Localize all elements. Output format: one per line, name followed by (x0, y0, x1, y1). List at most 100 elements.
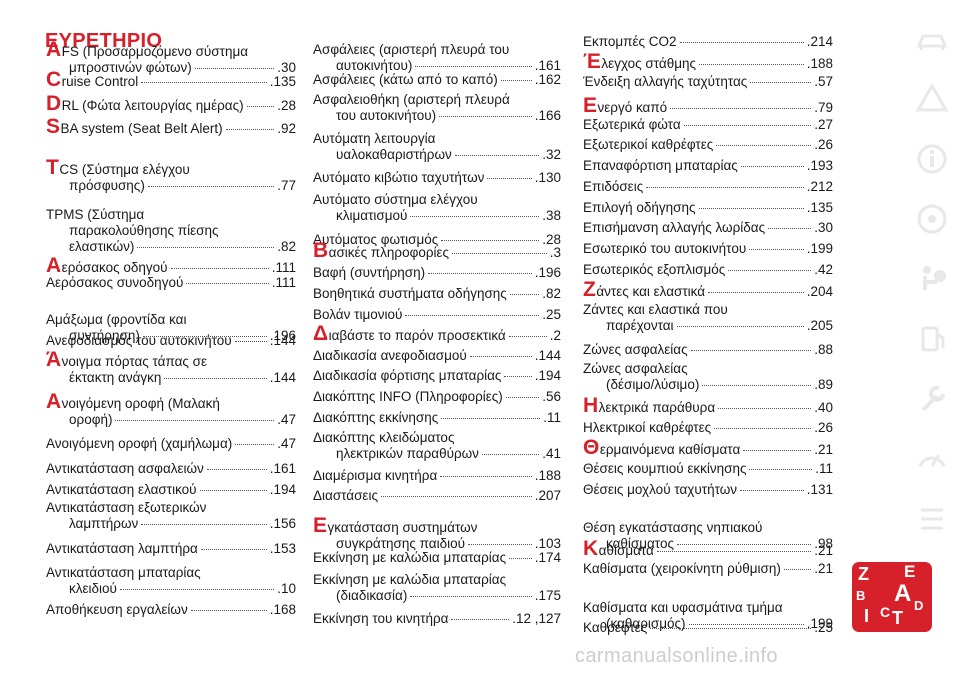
index-entry[interactable]: Αυτόματο κιβώτιο ταχυτήτων .130 (313, 170, 561, 186)
index-entry[interactable]: Ανεφοδιασμός του αυτοκινήτου .144 (46, 333, 296, 349)
page-number[interactable]: .204 (806, 284, 833, 299)
info-icon[interactable] (913, 140, 951, 178)
page-number[interactable]: .161 (534, 58, 561, 73)
page-number[interactable]: .38 (542, 208, 561, 223)
page-number[interactable]: .111 (271, 260, 296, 275)
index-entry[interactable]: Αντικατάσταση ελαστικού .194 (46, 482, 296, 498)
page-number[interactable]: .135 (269, 74, 296, 89)
page-number[interactable]: .161 (269, 461, 296, 476)
index-entry[interactable]: Θέσεις μοχλού ταχυτήτων .131 (583, 482, 833, 498)
page-number[interactable]: .57 (814, 74, 833, 89)
page-number[interactable]: .32 (542, 147, 561, 162)
index-entry[interactable]: Ζώνες ασφαλείας (δέσιμο/λύσιμο) .89 (583, 361, 833, 393)
page-number[interactable]: .26 (814, 137, 833, 152)
index-entry[interactable]: Διαστάσεις .207 (313, 488, 561, 504)
index-entry[interactable]: Διακόπτης κλειδώματος ηλεκτρικών παραθύρω… (313, 430, 561, 462)
page-number[interactable]: .41 (542, 446, 561, 461)
index-entry[interactable]: Α FS (Προσαρμοζόμενο σύστημα μπροστινών φώ… (46, 39, 296, 76)
spec-icon[interactable] (913, 500, 951, 538)
page-number[interactable]: .25 (814, 620, 833, 635)
index-entry[interactable]: Επιλογή οδήγησης .135 (583, 200, 833, 216)
page-number[interactable]: .175 (534, 588, 561, 603)
steering-wheel-icon[interactable] (913, 200, 951, 238)
page-number[interactable]: .196 (269, 328, 296, 343)
index-entry[interactable]: Ασφαλειοθήκη (αριστερή πλευρά του αυτοκιν… (313, 92, 561, 124)
page-number[interactable]: .12 ,127 (512, 611, 561, 626)
index-entry[interactable]: Εκκίνηση με καλώδια μπαταρίας (διαδικασία… (313, 572, 561, 604)
page-number[interactable]: .156 (269, 516, 296, 531)
index-entry[interactable]: Εκκίνηση του κινητήρα .12 ,127 (313, 611, 561, 627)
index-entry[interactable]: Ανοιγόμενη οροφή (χαμήλωμα) .47 (46, 436, 296, 452)
index-entry[interactable]: Αυτόματη λειτουργία υαλοκαθαριστήρων .32 (313, 131, 561, 163)
index-entry[interactable]: Επισήμανση αλλαγής λωρίδας .30 (583, 220, 833, 236)
page-number[interactable]: .88 (814, 342, 833, 357)
page-number[interactable]: .82 (277, 239, 296, 254)
index-entry[interactable]: Επιδόσεις .212 (583, 179, 833, 195)
page-number[interactable]: .166 (534, 108, 561, 123)
page-number[interactable]: .196 (534, 265, 561, 280)
page-number[interactable]: .111 (271, 275, 296, 290)
page-number[interactable]: .47 (277, 412, 296, 427)
page-number[interactable]: .47 (277, 436, 296, 451)
index-entry[interactable]: Αυτόματος φωτισμός .28 (313, 232, 561, 248)
page-number[interactable]: .30 (277, 60, 296, 75)
page-number[interactable]: .3 (549, 245, 561, 260)
index-entry[interactable]: Διαδικασία ανεφοδιασμού .144 (313, 348, 561, 364)
airbag-icon[interactable] (913, 260, 951, 298)
page-number[interactable]: .144 (269, 333, 296, 348)
index-entry[interactable]: Ζάντες και ελαστικά που παρέχονται .205 (583, 302, 833, 334)
index-entry[interactable]: Θέση εγκατάστασης νηπιακού καθίσματος .98 (583, 520, 833, 552)
index-entry[interactable]: Διαμέρισμα κινητήρα .188 (313, 468, 561, 484)
index-entry[interactable]: Βοηθητικά συστήματα οδήγησης .82 (313, 286, 561, 302)
index-entry[interactable]: Βολάν τιμονιού .25 (313, 307, 561, 323)
page-number[interactable]: .174 (534, 550, 561, 565)
wrench-icon[interactable] (913, 380, 951, 418)
index-entry[interactable]: T CS (Σύστημα ελέγχου πρόσφυσης) .77 (46, 157, 296, 194)
page-number[interactable]: .194 (534, 368, 561, 383)
index-entry[interactable]: Διαδικασία φόρτισης μπαταρίας .194 (313, 368, 561, 384)
page-number[interactable]: .26 (814, 420, 833, 435)
page-number[interactable]: .153 (269, 541, 296, 556)
page-number[interactable]: .194 (269, 482, 296, 497)
index-entry[interactable]: S BA system (Seat Belt Alert) .92 (46, 116, 296, 137)
index-entry[interactable]: Αντικατάσταση ασφαλειών .161 (46, 461, 296, 477)
page-number[interactable]: .21 (814, 543, 833, 558)
index-entry[interactable]: Διακόπτης INFO (Πληροφορίες) .56 (313, 389, 561, 405)
page-number[interactable]: .77 (277, 178, 296, 193)
page-number[interactable]: .135 (806, 200, 833, 215)
index-entry[interactable]: Αμάξωμα (φροντίδα και συντήρηση) .196 (46, 312, 296, 344)
page-number[interactable]: .28 (277, 98, 296, 113)
page-number[interactable]: .89 (814, 377, 833, 392)
index-entry[interactable]: Εξωτερικοί καθρέφτες .26 (583, 137, 833, 153)
index-entry[interactable]: Ασφάλειες (κάτω από το καπό) .162 (313, 72, 561, 88)
index-entry[interactable]: Εσωτερικό του αυτοκινήτου .199 (583, 241, 833, 257)
page-number[interactable]: .188 (806, 56, 833, 71)
index-entry[interactable]: Εκκίνηση με καλώδια μπαταρίας .174 (313, 550, 561, 566)
index-entry[interactable]: Διακόπτης εκκίνησης .11 (313, 410, 561, 426)
page-number[interactable]: .21 (814, 561, 833, 576)
page-number[interactable]: .188 (534, 468, 561, 483)
page-number[interactable]: .79 (814, 100, 833, 115)
index-entry[interactable]: Ηλεκτρικοί καθρέφτες .26 (583, 420, 833, 436)
page-number[interactable]: .92 (277, 121, 296, 136)
page-number[interactable]: .214 (806, 34, 833, 49)
car-dashboard-icon[interactable] (913, 20, 951, 58)
index-entry[interactable]: Εξωτερικά φώτα .27 (583, 117, 833, 133)
page-number[interactable]: .40 (814, 400, 833, 415)
index-entry[interactable]: Αποθήκευση εργαλείων .168 (46, 602, 296, 618)
index-entry[interactable]: Καθίσματα και υφασμάτινα τμήμα (καθαρισμό… (583, 600, 833, 632)
page-number[interactable]: .11 (815, 461, 833, 476)
page-number[interactable]: .205 (806, 318, 833, 333)
warning-lights-icon[interactable] (913, 80, 951, 118)
index-entry[interactable]: Αυτόματο σύστημα ελέγχου κλιματισμού .38 (313, 192, 561, 224)
page-number[interactable]: .199 (806, 241, 833, 256)
